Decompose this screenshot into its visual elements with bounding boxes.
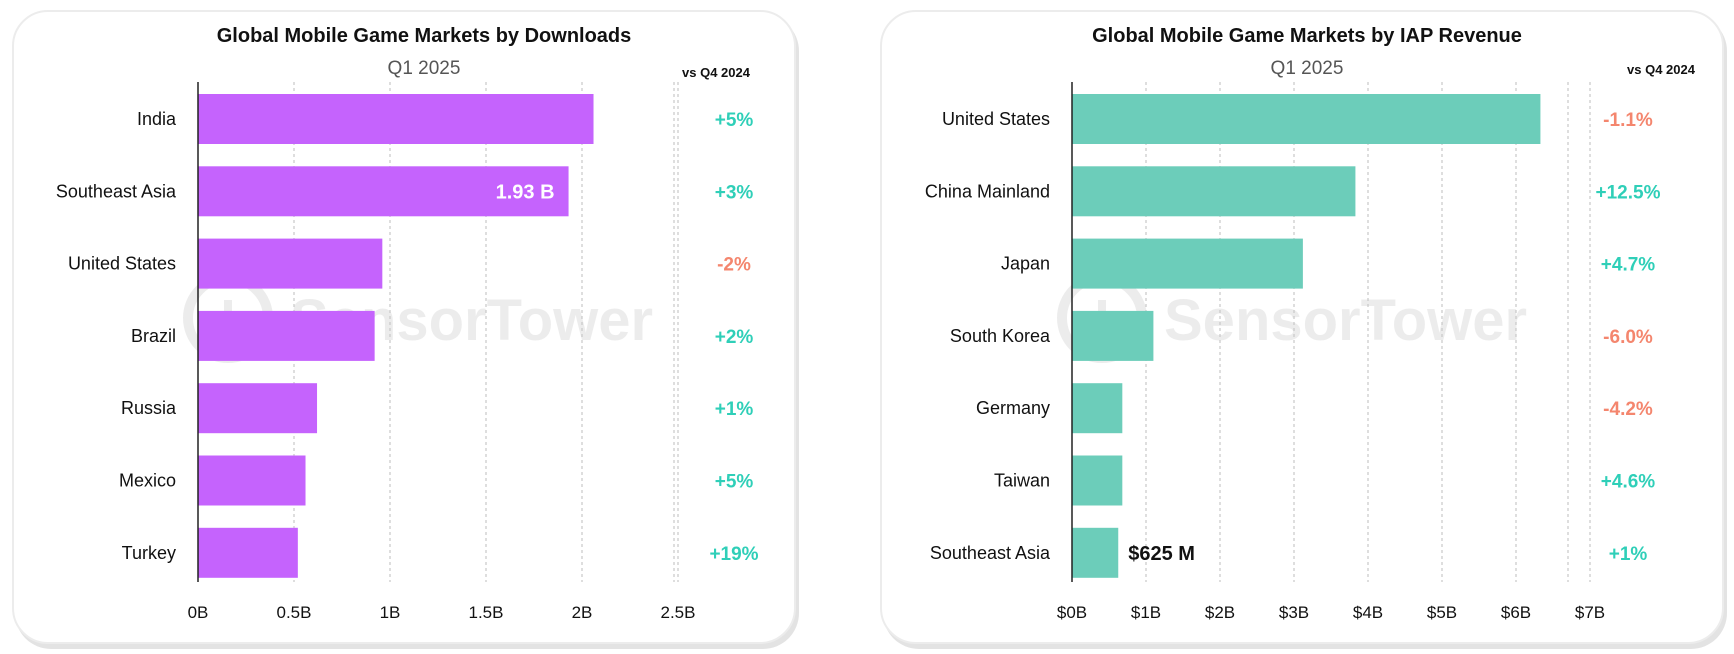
downloads-change-label: -2% xyxy=(717,255,751,276)
downloads-category-label: United States xyxy=(68,254,176,274)
downloads-bar xyxy=(198,238,383,289)
revenue-category-label: Japan xyxy=(1001,254,1050,274)
revenue-bar xyxy=(1072,310,1154,361)
revenue-bar xyxy=(1072,94,1541,144)
downloads-tick-label: 0.5B xyxy=(277,603,312,622)
downloads-tick-label: 1B xyxy=(380,603,401,622)
downloads-change-label: +3% xyxy=(715,182,754,203)
downloads-tick-label: 0B xyxy=(188,603,209,622)
revenue-tick-label: $1B xyxy=(1131,603,1161,622)
watermark-text-right: SensorTower xyxy=(1164,288,1527,353)
downloads-plot: India +5% Southeast Asia +3% 1.93 B United St… xyxy=(56,82,759,622)
downloads-category-label: Russia xyxy=(121,398,177,418)
downloads-category-label: Mexico xyxy=(119,471,176,491)
revenue-tick-label: $2B xyxy=(1205,603,1235,622)
downloads-bar xyxy=(198,310,375,361)
revenue-tick-label: $0B xyxy=(1057,603,1087,622)
revenue-change-label: +4.7% xyxy=(1601,255,1656,276)
revenue-change-label: -4.2% xyxy=(1603,399,1653,420)
downloads-tick-label: 2B xyxy=(572,603,593,622)
revenue-category-label: United States xyxy=(942,109,1050,129)
revenue-bar xyxy=(1072,166,1356,217)
revenue-data-label: $625 M xyxy=(1128,543,1195,565)
downloads-change-label: +5% xyxy=(715,110,754,131)
revenue-chart-title: Global Mobile Game Markets by IAP Revenu… xyxy=(1092,25,1522,47)
downloads-change-label: +5% xyxy=(715,472,754,493)
revenue-change-label: +4.6% xyxy=(1601,472,1656,493)
revenue-chart-subtitle: Q1 2025 xyxy=(1271,58,1344,79)
downloads-bar xyxy=(198,166,569,217)
downloads-change-header: vs Q4 2024 xyxy=(682,65,751,80)
revenue-tick-label: $7B xyxy=(1575,603,1605,622)
downloads-category-label: Turkey xyxy=(122,543,176,563)
downloads-chart-title: Global Mobile Game Markets by Downloads xyxy=(217,25,632,47)
downloads-chart-subtitle: Q1 2025 xyxy=(388,58,461,79)
revenue-tick-label: $5B xyxy=(1427,603,1457,622)
revenue-bar xyxy=(1072,455,1123,506)
revenue-bar xyxy=(1072,238,1303,289)
revenue-change-header: vs Q4 2024 xyxy=(1627,62,1696,77)
revenue-tick-label: $6B xyxy=(1501,603,1531,622)
downloads-tick-label: 2.5B xyxy=(661,603,696,622)
downloads-tick-label: 1.5B xyxy=(469,603,504,622)
downloads-bar xyxy=(198,383,318,434)
downloads-change-label: +19% xyxy=(709,544,758,565)
downloads-bar xyxy=(198,455,306,506)
downloads-category-label: Southeast Asia xyxy=(56,181,177,201)
downloads-data-label: 1.93 B xyxy=(496,181,555,203)
revenue-category-label: Southeast Asia xyxy=(930,543,1051,563)
revenue-change-label: -6.0% xyxy=(1603,327,1653,348)
downloads-change-label: +1% xyxy=(715,399,754,420)
revenue-tick-label: $4B xyxy=(1353,603,1383,622)
revenue-category-label: Taiwan xyxy=(994,471,1050,491)
revenue-change-label: +12.5% xyxy=(1596,182,1661,203)
revenue-bar xyxy=(1072,383,1123,434)
revenue-change-label: -1.1% xyxy=(1603,110,1653,131)
downloads-category-label: India xyxy=(137,109,177,129)
revenue-category-label: Germany xyxy=(976,398,1050,418)
downloads-change-label: +2% xyxy=(715,327,754,348)
revenue-bar xyxy=(1072,527,1119,578)
revenue-change-label: +1% xyxy=(1609,544,1648,565)
revenue-category-label: South Korea xyxy=(950,326,1051,346)
revenue-tick-label: $3B xyxy=(1279,603,1309,622)
revenue-plot: United States -1.1% China Mainland +12.5% Ja… xyxy=(925,82,1661,622)
revenue-category-label: China Mainland xyxy=(925,181,1050,201)
downloads-category-label: Brazil xyxy=(131,326,176,346)
downloads-bar xyxy=(198,527,298,578)
downloads-bar xyxy=(198,94,594,144)
